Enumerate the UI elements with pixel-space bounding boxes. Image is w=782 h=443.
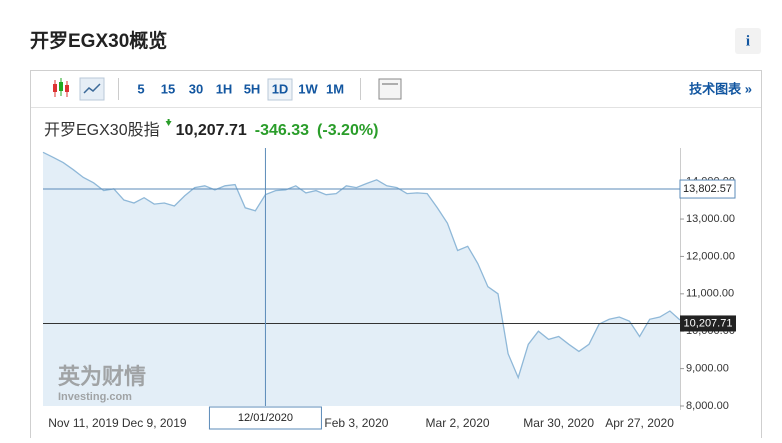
crosshair-price-box: [679, 179, 736, 199]
price-line: [42, 151, 681, 380]
y-tick-label: 13,000.00: [686, 213, 735, 225]
interval-button[interactable]: 30: [189, 81, 203, 96]
x-tick-label: Feb 3, 2020: [324, 416, 388, 430]
last-price-box: [680, 315, 736, 332]
x-tick-label: Dec 9, 2019: [122, 416, 187, 430]
interval-button[interactable]: 15: [161, 81, 175, 96]
index-name: 开罗EGX30股指: [44, 121, 160, 139]
interval-button[interactable]: 5H: [244, 81, 261, 96]
y-tick-label: 11,000.00: [686, 288, 734, 300]
x-tick-label: Nov 11, 2019: [48, 416, 119, 430]
watermark-brand: 英为财情: [58, 364, 146, 389]
candle-icon[interactable]: [53, 78, 69, 97]
x-tick-label: Apr 27, 2020: [605, 416, 674, 430]
line-icon[interactable]: [79, 77, 105, 101]
price: 10,207.71: [176, 122, 247, 139]
y-tick-label: 9,000.00: [686, 363, 729, 375]
crosshair-date-box: [208, 406, 322, 430]
area-fill: [43, 152, 680, 406]
interval-button[interactable]: 1D: [272, 81, 289, 96]
line-icon-glyph: [83, 83, 101, 94]
down-arrow: [165, 119, 172, 126]
y-tick-label: 12,000.00: [686, 250, 735, 262]
technical-chart-link[interactable]: 技术图表 »: [689, 81, 752, 96]
info-button[interactable]: [735, 28, 761, 54]
panel: [30, 70, 762, 443]
interval-button[interactable]: 5: [137, 81, 144, 96]
change: -346.33: [255, 122, 309, 139]
watermark-site: Investing.com: [58, 391, 132, 403]
x-tick-label: Mar 30, 2020: [523, 416, 594, 430]
title: 开罗EGX30概览: [30, 29, 167, 52]
interval-button[interactable]: 1W: [298, 81, 318, 96]
interval-selected[interactable]: [267, 78, 293, 101]
interval-button[interactable]: 1H: [216, 81, 233, 96]
crosshair-price-label: 13,802.57: [683, 183, 732, 195]
crosshair-date-label: 12/01/2020: [238, 412, 293, 424]
x-tick-label: Mar 2, 2020: [426, 416, 490, 430]
change-pct: (-3.20%): [317, 122, 378, 139]
info-icon[interactable]: i: [746, 33, 750, 49]
last-price-label: 10,207.71: [684, 317, 733, 329]
y-tick-label: 8,000.00: [686, 400, 729, 412]
interval-button[interactable]: 1M: [326, 81, 344, 96]
calendar-icon[interactable]: [378, 78, 402, 100]
